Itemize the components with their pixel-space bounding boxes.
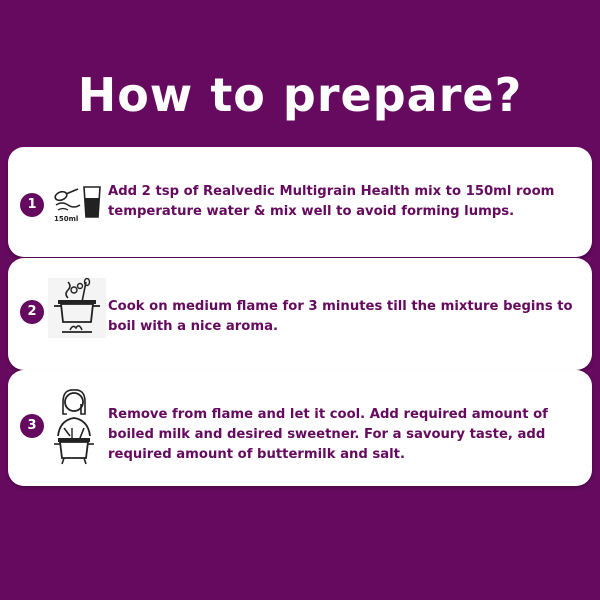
step-text: Remove from flame and let it cool. Add r…	[108, 407, 548, 462]
step-number-badge: 3	[20, 414, 44, 438]
step-number-badge: 2	[20, 300, 44, 324]
boiling-pot-icon	[48, 277, 106, 342]
step-card-3: 3 Remove from flame and let it cool. Add…	[8, 370, 592, 486]
step-card-1: 1 150ml Add 2 tsp of Realvedic Multigrai…	[8, 147, 592, 257]
person-cooking-icon	[48, 388, 100, 472]
step-card-2: 2 Cook on medium flame for 3 minutes til…	[8, 258, 592, 370]
step-text: Cook on medium flame for 3 minutes till …	[108, 299, 573, 334]
measure-label: 150ml	[54, 215, 78, 223]
page-title: How to prepare?	[77, 68, 523, 122]
step-number-badge: 1	[20, 193, 44, 217]
step-text: Add 2 tsp of Realvedic Multigrain Health…	[108, 184, 555, 219]
mix-in-water-icon: 150ml	[50, 183, 104, 227]
